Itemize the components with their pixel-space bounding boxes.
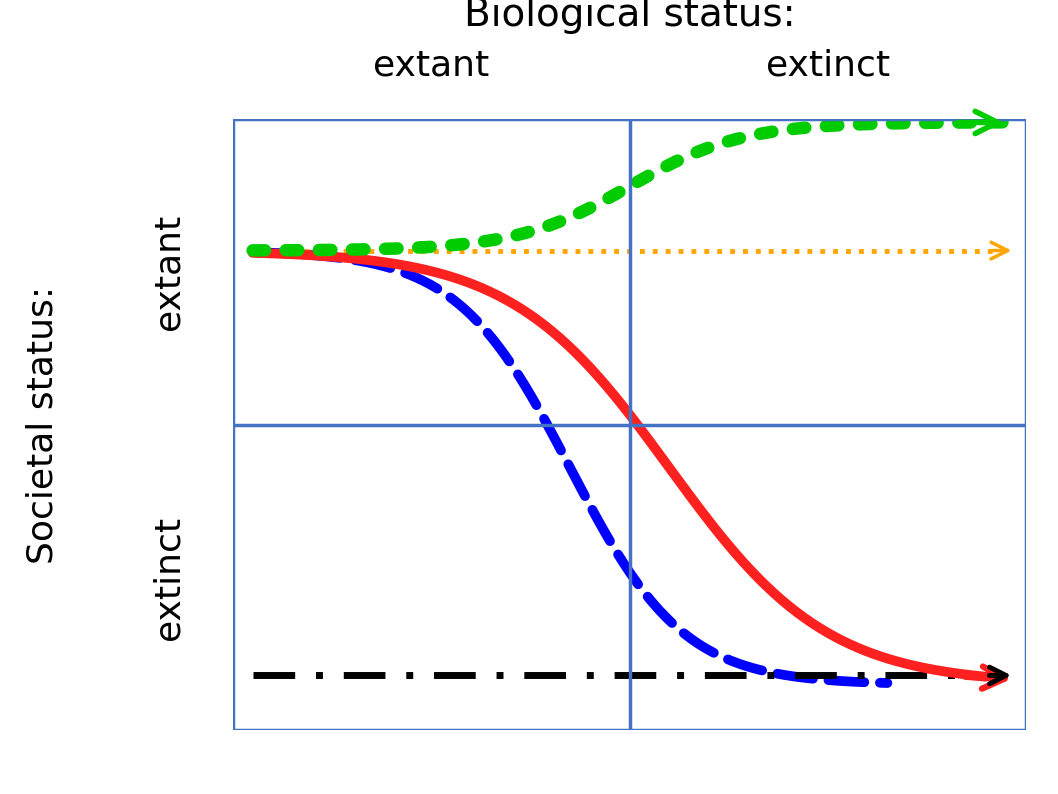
Text: Biological status:: Biological status: xyxy=(463,0,796,33)
Text: extinct: extinct xyxy=(151,515,185,640)
Text: extant: extant xyxy=(151,214,185,330)
Text: extinct: extinct xyxy=(766,48,890,83)
Text: Societal status:: Societal status: xyxy=(25,286,59,564)
Text: extant: extant xyxy=(373,48,489,83)
